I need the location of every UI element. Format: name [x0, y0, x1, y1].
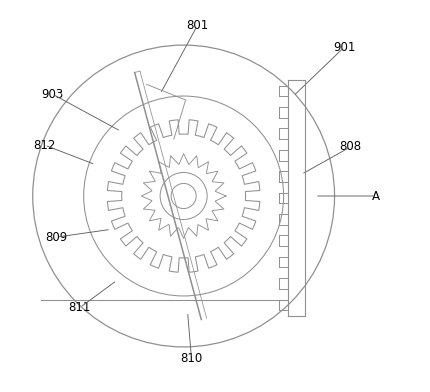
Text: 901: 901	[333, 40, 356, 54]
Text: 812: 812	[33, 138, 55, 152]
Text: 809: 809	[45, 230, 68, 244]
Text: 810: 810	[180, 352, 203, 365]
Text: 811: 811	[68, 301, 91, 314]
Text: 801: 801	[186, 19, 209, 32]
Text: 808: 808	[339, 140, 361, 154]
Text: A: A	[372, 189, 380, 203]
Text: 903: 903	[41, 87, 64, 101]
